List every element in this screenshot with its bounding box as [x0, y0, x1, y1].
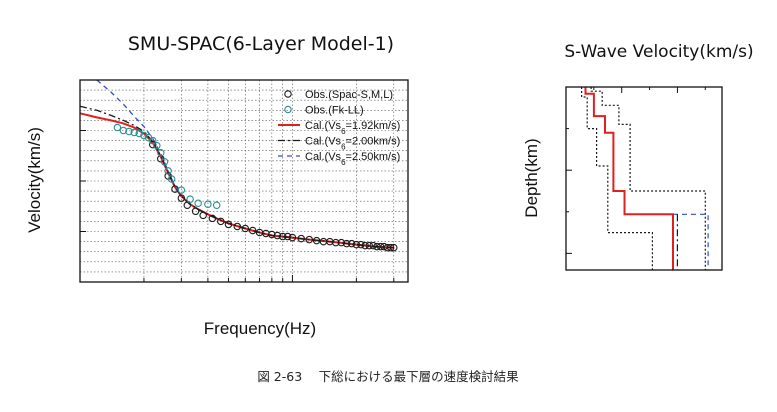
data-point-0 — [373, 242, 381, 251]
profile-title: S-Wave Velocity(km/s) — [564, 42, 753, 62]
series-line-4 — [96, 79, 182, 196]
legend-text: Cal.(Vs — [305, 151, 342, 163]
data-point-0 — [224, 220, 233, 229]
legend-text: Cal.(Vs — [305, 120, 342, 132]
data-point-0 — [199, 211, 207, 220]
data-point-0 — [148, 140, 157, 149]
data-point-1 — [125, 127, 133, 136]
data-point-1 — [113, 123, 122, 132]
legend-subscript: 6 — [341, 158, 346, 167]
data-point-0 — [248, 226, 257, 235]
legend-label-0: Obs.(Spac-S,M,L) — [305, 89, 393, 101]
figure-caption: 図 2-63 下総における最下層の速度検討結果 — [257, 369, 519, 384]
chart-title: SMU-SPAC(6-Layer Model-1) — [128, 33, 394, 55]
data-point-0 — [177, 194, 186, 202]
legend-subscript: 6 — [341, 142, 346, 151]
data-point-0 — [288, 233, 297, 242]
data-point-0 — [352, 240, 361, 249]
data-series — [79, 79, 398, 252]
legend-label-1: Obs.(Fk-LL) — [305, 105, 364, 117]
data-point-0 — [347, 239, 356, 248]
data-point-0 — [342, 239, 351, 248]
data-point-0 — [268, 230, 276, 239]
data-point-0 — [233, 222, 242, 231]
data-point-1 — [119, 126, 128, 135]
data-point-0 — [305, 235, 313, 244]
data-point-0 — [241, 224, 250, 233]
data-point-0 — [361, 241, 369, 250]
legend-label-3: Cal.(Vs6=2.00km/s) — [305, 136, 400, 152]
legend-text-tail: =2.50km/s) — [346, 151, 401, 163]
data-point-1 — [194, 199, 202, 207]
legend-subscript: 6 — [341, 127, 346, 136]
data-point-0 — [191, 207, 200, 216]
data-point-0 — [332, 238, 340, 247]
legend-label-4: Cal.(Vs6=2.50km/s) — [305, 151, 400, 167]
legend-text: Cal.(Vs — [305, 136, 342, 148]
data-point-1 — [130, 128, 138, 137]
legend-text: Obs.(Spac-S,M,L) — [305, 89, 393, 101]
data-point-0 — [297, 234, 305, 243]
data-point-1 — [157, 148, 165, 157]
legend-marker-0 — [284, 90, 292, 98]
legend: Obs.(Spac-S,M,L)Obs.(Fk-LL)Cal.(Vs6=1.92… — [278, 89, 400, 167]
profile-line-3 — [580, 87, 654, 270]
data-point-0 — [283, 232, 292, 241]
data-point-0 — [183, 201, 192, 209]
profile-series — [580, 87, 709, 270]
legend-label-2: Cal.(Vs6=1.92km/s) — [305, 120, 400, 136]
legend-text: Obs.(Fk-LL) — [305, 105, 364, 117]
profile-frame — [565, 86, 723, 271]
data-point-1 — [212, 201, 221, 209]
data-point-1 — [186, 195, 194, 203]
data-point-0 — [273, 231, 282, 240]
legend-text-tail: =1.92km/s) — [346, 120, 401, 132]
x-axis-label: Frequency(Hz) — [204, 319, 316, 338]
data-point-1 — [160, 158, 169, 166]
data-point-0 — [365, 241, 374, 250]
data-point-0 — [337, 238, 346, 247]
data-point-0 — [386, 243, 395, 252]
data-point-1 — [148, 136, 157, 145]
data-point-0 — [357, 240, 365, 249]
data-point-0 — [312, 236, 321, 245]
profile-y-axis-label: Depth(km) — [522, 138, 541, 217]
data-point-0 — [278, 232, 287, 241]
data-point-0 — [390, 243, 398, 252]
data-point-0 — [217, 217, 225, 226]
legend-marker-1 — [284, 105, 292, 114]
legend-text-tail: =2.00km/s) — [346, 136, 401, 148]
profile-line-0 — [584, 87, 674, 270]
data-point-1 — [153, 141, 161, 150]
data-point-1 — [204, 200, 212, 208]
data-point-0 — [208, 214, 217, 223]
data-point-1 — [177, 186, 186, 194]
data-point-0 — [376, 242, 385, 251]
profile-line-4 — [590, 87, 706, 270]
data-point-1 — [167, 175, 176, 183]
plot-frame — [79, 79, 409, 283]
profile-line-2 — [673, 213, 709, 270]
data-point-1 — [135, 129, 143, 138]
data-point-1 — [140, 131, 148, 140]
profile-axis-ticks — [565, 86, 706, 254]
y-axis-label: Velocity(km/s) — [25, 127, 44, 233]
data-point-1 — [164, 167, 172, 175]
data-point-0 — [369, 241, 377, 250]
